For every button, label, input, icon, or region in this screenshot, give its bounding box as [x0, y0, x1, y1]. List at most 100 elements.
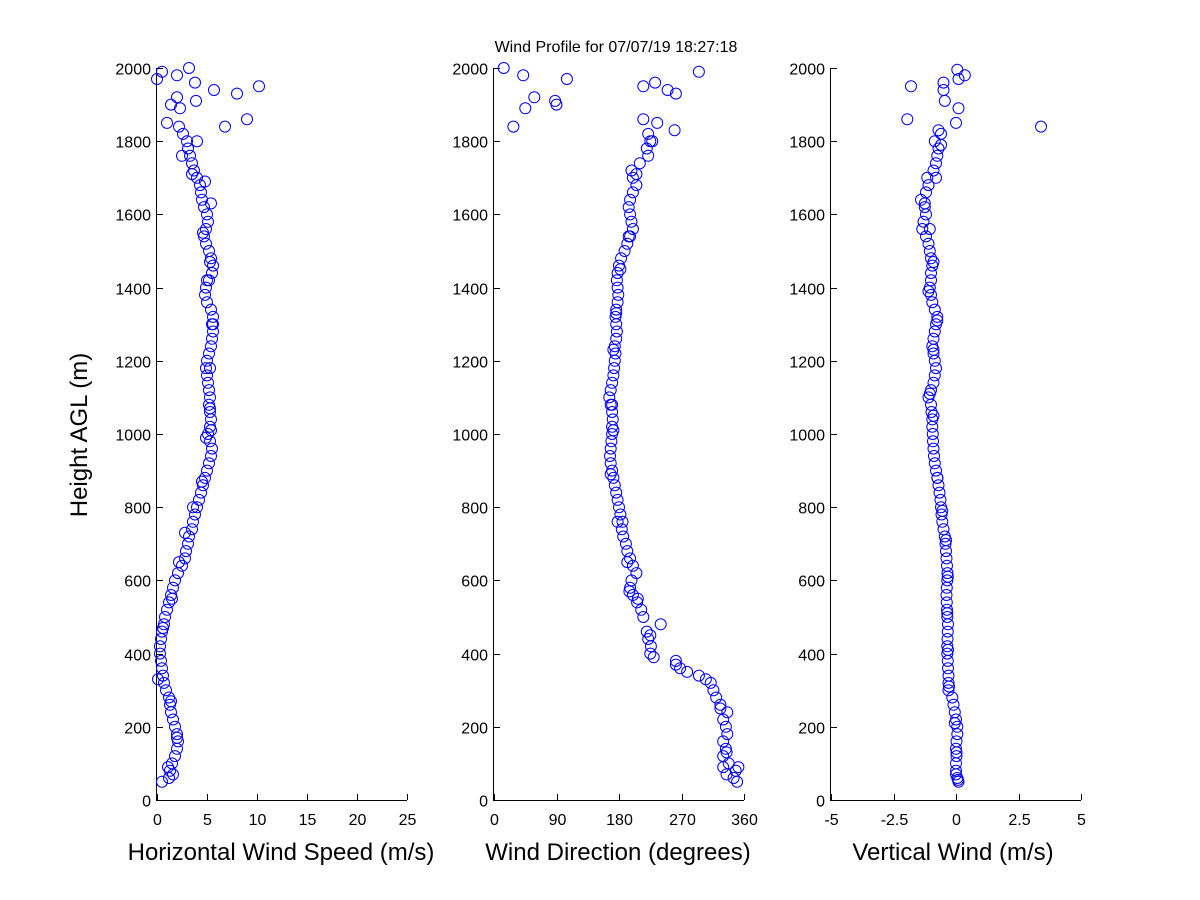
- data-point: [207, 325, 219, 338]
- data-point: [631, 592, 644, 605]
- y-tick-label: 2000: [789, 62, 825, 79]
- data-point: [560, 73, 573, 85]
- data-point: [637, 80, 650, 93]
- data-point: [201, 208, 213, 221]
- data-point: [923, 387, 936, 400]
- data-point: [916, 223, 929, 235]
- data-points: [497, 62, 745, 788]
- data-point: [661, 84, 674, 96]
- data-point: [617, 530, 630, 543]
- data-point: [952, 73, 965, 85]
- data-point: [905, 80, 917, 93]
- data-point: [928, 457, 941, 470]
- y-tick-label: 600: [798, 574, 825, 591]
- data-point: [167, 581, 179, 594]
- data-point: [231, 87, 243, 100]
- data-point: [202, 376, 214, 389]
- y-tick-label: 1000: [115, 428, 151, 445]
- data-point: [204, 256, 216, 268]
- data-point: [669, 87, 682, 100]
- data-point: [923, 223, 936, 235]
- x-ticks: 0 90 180 270 360: [490, 794, 758, 829]
- data-point: [607, 424, 620, 437]
- data-point: [198, 201, 210, 214]
- data-point: [710, 691, 723, 704]
- data-point: [932, 142, 945, 155]
- data-point: [951, 720, 964, 733]
- data-point: [668, 124, 681, 137]
- data-point: [157, 622, 169, 634]
- data-point: [947, 698, 960, 711]
- data-point: [610, 486, 623, 499]
- data-point: [612, 288, 625, 301]
- x-tick-label: 15: [299, 812, 317, 829]
- data-point: [604, 450, 616, 462]
- data-point: [186, 157, 198, 170]
- data-point: [951, 63, 964, 76]
- y-tick-label: 0: [142, 794, 151, 811]
- panel-wind-direction: 0 200 400 600 800 1000 1200 1400 1600 1800 2000 0 9…: [452, 62, 758, 867]
- data-point: [200, 223, 212, 235]
- data-point: [182, 537, 194, 550]
- data-point: [950, 742, 962, 755]
- data-point: [176, 559, 188, 572]
- data-point: [161, 116, 173, 129]
- data-point: [181, 135, 193, 148]
- data-point: [937, 523, 950, 536]
- data-point: [707, 684, 720, 697]
- x-tick-label: 360: [731, 812, 758, 829]
- figure-title: Wind Profile for 07/07/19 18:27:18: [495, 39, 738, 56]
- y-tick-label: 200: [798, 721, 825, 738]
- data-point: [517, 69, 530, 82]
- data-point: [205, 303, 217, 316]
- x-ticks: -5 -2.5 0 2.5 5: [824, 794, 1086, 829]
- data-point: [614, 263, 627, 276]
- data-point: [206, 332, 218, 345]
- data-point: [637, 113, 650, 126]
- data-point: [918, 201, 931, 214]
- data-point: [717, 735, 730, 748]
- y-tick-label: 200: [124, 721, 151, 738]
- data-point: [930, 157, 942, 170]
- data-point: [200, 281, 212, 294]
- x-ticks: 0 5 10 15 20 25: [153, 794, 417, 829]
- data-point: [606, 398, 619, 411]
- data-point: [201, 464, 213, 477]
- data-point: [163, 596, 175, 609]
- data-point: [941, 574, 954, 587]
- data-point: [717, 761, 730, 774]
- data-point: [925, 288, 937, 301]
- data-point: [196, 475, 208, 488]
- data-point: [927, 332, 940, 345]
- data-point: [611, 515, 624, 528]
- data-point: [165, 695, 177, 708]
- data-point: [160, 684, 172, 697]
- data-point: [607, 369, 620, 382]
- data-point: [193, 493, 205, 506]
- data-point: [158, 676, 170, 689]
- data-point: [241, 113, 253, 126]
- y-tick-label: 800: [798, 501, 825, 518]
- data-point: [613, 501, 625, 514]
- data-point: [497, 62, 510, 74]
- data-point: [166, 757, 178, 770]
- data-point: [654, 618, 667, 631]
- y-ticks: 0 200 400 600 800 1000 1200 1400 1600 1800 2000: [452, 62, 500, 811]
- data-point: [184, 149, 196, 162]
- y-tick-label: 400: [124, 648, 151, 665]
- data-point: [951, 728, 964, 741]
- y-tick-label: 1400: [115, 282, 151, 299]
- data-point: [640, 142, 653, 155]
- axes-frame: [156, 68, 407, 801]
- data-point: [156, 662, 168, 675]
- x-axis-label-wind-direction: Wind Direction (degrees): [485, 839, 750, 866]
- data-point: [186, 168, 198, 181]
- data-point: [610, 274, 623, 287]
- data-point: [920, 186, 932, 199]
- data-point: [644, 629, 657, 642]
- data-point: [169, 750, 181, 763]
- y-tick-label: 1800: [789, 135, 825, 152]
- data-point: [927, 343, 940, 356]
- data-point: [933, 486, 946, 499]
- data-point: [927, 435, 939, 448]
